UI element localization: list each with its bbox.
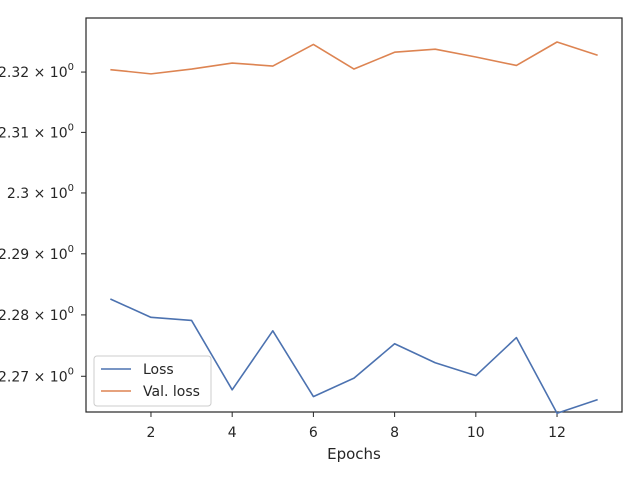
y-tick-label-exponent: 0 bbox=[68, 366, 74, 377]
y-tick-label-exponent: 0 bbox=[68, 122, 74, 133]
y-tick-label: 2.28 × 100 bbox=[0, 305, 74, 324]
y-tick-label: 2.29 × 100 bbox=[0, 244, 74, 263]
x-tick-label: 2 bbox=[147, 425, 156, 441]
y-tick-label-base: 2.27 × 10 bbox=[0, 369, 68, 385]
y-tick-label: 2.32 × 100 bbox=[0, 62, 74, 81]
y-tick-label-base: 2.32 × 10 bbox=[0, 65, 68, 81]
y-tick-label-base: 2.29 × 10 bbox=[0, 247, 68, 263]
legend-label-loss: Loss bbox=[143, 362, 174, 378]
x-tick-label: 8 bbox=[390, 425, 399, 441]
y-tick-label-exponent: 0 bbox=[68, 244, 74, 255]
y-tick-label: 2.27 × 100 bbox=[0, 366, 74, 385]
legend-label-val-loss: Val. loss bbox=[143, 384, 200, 400]
x-tick-label: 12 bbox=[548, 425, 566, 441]
y-tick-label-exponent: 0 bbox=[68, 183, 74, 194]
series-line-loss bbox=[110, 298, 598, 415]
legend: Loss Val. loss bbox=[93, 355, 212, 407]
x-axis: 2 4 6 8 10 12 bbox=[147, 412, 566, 441]
y-tick-label-base: 2.3 × 10 bbox=[7, 186, 68, 202]
y-tick-label-exponent: 0 bbox=[68, 305, 74, 316]
x-tick-label: 6 bbox=[309, 425, 318, 441]
y-tick-label-base: 2.28 × 10 bbox=[0, 308, 68, 324]
y-tick-label-exponent: 0 bbox=[68, 62, 74, 73]
plot-area bbox=[85, 17, 623, 413]
x-axis-label: Epochs bbox=[327, 445, 381, 463]
series-layer bbox=[110, 41, 598, 415]
plot-frame bbox=[85, 17, 623, 413]
y-tick-label: 2.31 × 100 bbox=[0, 122, 74, 141]
y-tick-label-base: 2.31 × 10 bbox=[0, 125, 68, 141]
y-tick-label: 2.3 × 100 bbox=[7, 183, 74, 202]
x-tick-label: 10 bbox=[467, 425, 485, 441]
series-line-val-loss bbox=[110, 41, 598, 75]
x-tick-label: 4 bbox=[228, 425, 237, 441]
